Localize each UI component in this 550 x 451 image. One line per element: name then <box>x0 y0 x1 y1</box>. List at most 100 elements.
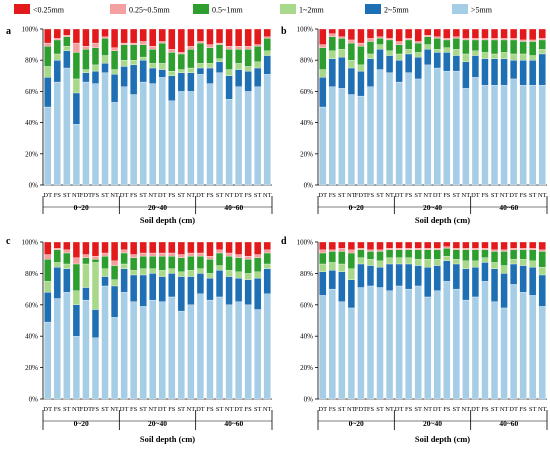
bar-segment <box>319 249 327 254</box>
bar-segment <box>91 259 100 263</box>
bar-segment <box>529 295 537 400</box>
bar-segment <box>347 39 355 44</box>
bar-segment <box>82 49 90 70</box>
y-tick-label: 100% <box>297 239 314 247</box>
y-tick-label: 20% <box>300 364 313 372</box>
bar-segment <box>433 49 441 53</box>
bar-segment <box>462 248 470 251</box>
bar-segment <box>187 276 195 305</box>
bar-segment <box>244 49 252 67</box>
bar-segment <box>519 28 527 41</box>
bar-segment <box>395 60 403 83</box>
bar-segment <box>490 39 499 55</box>
bar-segment <box>357 70 365 97</box>
bar-segment <box>72 304 80 337</box>
bar-segment <box>490 262 499 269</box>
bar-segment <box>44 321 52 400</box>
bar-segment <box>366 285 375 400</box>
bar-segment <box>462 39 470 55</box>
bar-segment <box>110 47 119 51</box>
bar-segment <box>177 310 185 400</box>
bar-segment <box>529 41 537 56</box>
bar-segment <box>82 46 90 50</box>
bar-segment <box>139 60 147 83</box>
x-tick-label: ST <box>491 192 499 199</box>
bar-segment <box>529 60 537 86</box>
x-tick-label: ST <box>216 192 224 199</box>
bar-segment <box>405 72 413 186</box>
x-tick-label: DT <box>196 192 205 199</box>
bar-segment <box>158 270 166 277</box>
x-tick-label: FS <box>168 192 176 199</box>
bar-segment <box>490 301 499 400</box>
bar-segment <box>187 72 195 92</box>
y-tick-label: 80% <box>25 57 38 65</box>
bar-segment <box>235 277 243 302</box>
bar-segment <box>91 337 100 400</box>
bar-segment <box>82 257 90 265</box>
x-tick-label: FS <box>206 192 214 199</box>
bar-segment <box>110 265 119 280</box>
bar-segment <box>101 255 109 269</box>
bar-segment <box>225 69 233 76</box>
bar-segment <box>215 249 224 254</box>
x-tick-label: ST <box>254 192 262 199</box>
bar-segment <box>462 88 470 186</box>
bar-segment <box>490 85 499 186</box>
bar-segment <box>187 49 195 69</box>
x-axis-title: Soil depth (cm) <box>140 434 195 444</box>
bar-segment <box>500 249 508 252</box>
chart-panel-c: c0%20%40%60%80%100%DT FS ST NT FDT FS ST NT DT FS… <box>6 236 273 444</box>
bar-segment <box>101 268 109 277</box>
bar-segment <box>338 301 346 400</box>
x-tick-label: FS <box>481 406 489 413</box>
bar-segment <box>91 262 100 310</box>
bar-segment <box>110 28 119 48</box>
x-tick-label: ST <box>101 406 109 413</box>
bar-segment <box>347 28 355 41</box>
x-tick-label: FS <box>520 406 528 413</box>
bar-segment <box>471 249 480 261</box>
bar-segment <box>149 252 157 257</box>
bar-segment <box>130 274 138 302</box>
bar-segment <box>110 241 119 261</box>
bar-segment <box>91 64 100 72</box>
bar-segment <box>490 38 499 41</box>
bar-segment <box>376 36 384 39</box>
bar-segment <box>120 42 128 45</box>
panel-letter: d <box>281 236 287 247</box>
bar-segment <box>452 36 460 39</box>
bar-segment <box>120 28 128 44</box>
x-tick-label: FS <box>92 192 100 199</box>
bar-segment <box>395 285 403 400</box>
bar-segment <box>385 257 394 265</box>
bar-segment <box>424 64 432 186</box>
x-tick-label: ST <box>453 192 461 199</box>
bar-segment <box>63 67 71 186</box>
bar-segment <box>462 53 470 62</box>
bar-segment <box>510 263 518 285</box>
bar-segment <box>385 249 394 258</box>
bar-segment <box>462 241 470 249</box>
x-tick-label: ST <box>414 192 422 199</box>
bar-segment <box>235 28 243 47</box>
bar-segment <box>149 83 157 186</box>
x-tick-label: ST <box>529 406 537 413</box>
bar-segment <box>405 263 413 290</box>
bar-segment <box>215 58 224 62</box>
bar-segment <box>500 52 508 59</box>
bar-segment <box>490 53 499 59</box>
bar-segment <box>139 255 147 269</box>
bar-segment <box>244 28 252 47</box>
bar-segment <box>338 263 346 272</box>
bar-segment <box>206 259 214 274</box>
bar-segment <box>538 249 546 252</box>
bar-segment <box>101 55 109 64</box>
bar-segment <box>481 38 489 41</box>
legend-swatch <box>365 4 381 14</box>
bar-segment <box>215 42 224 45</box>
bar-segment <box>44 259 52 282</box>
y-tick-label: 0% <box>29 182 39 190</box>
bar-segment <box>471 39 480 51</box>
bar-segment <box>91 83 100 186</box>
